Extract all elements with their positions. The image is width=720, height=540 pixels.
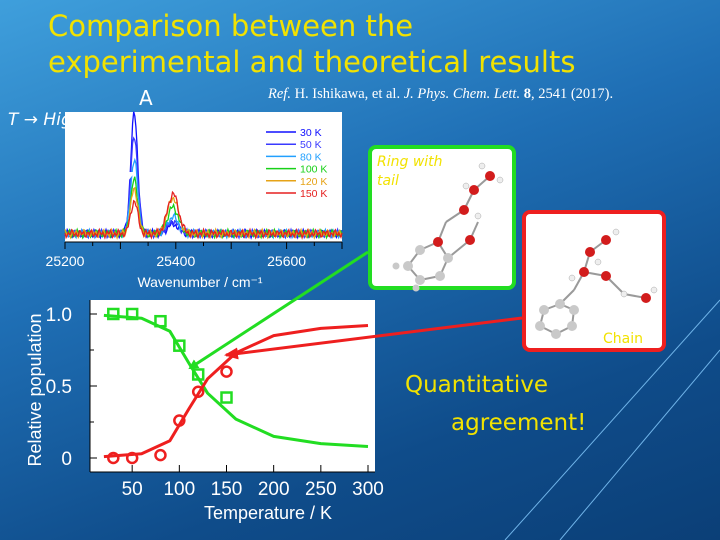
spectrum-x-label: Wavenumber / cm⁻¹ [137, 274, 262, 290]
population-y-label: Relative population [25, 313, 45, 466]
experiment-circle-point [220, 365, 233, 378]
ring-pointer-arrow [188, 250, 369, 370]
experiment-circle-point [107, 451, 120, 465]
ring-molecule-icon [392, 162, 504, 292]
reference-authors: H. Ishikawa, et al. [294, 86, 401, 102]
experiment-square-point [191, 368, 205, 381]
experiment-square-point [125, 307, 139, 321]
population-x-tick-label: 150 [211, 479, 243, 500]
peak-label-a: A [139, 86, 153, 110]
reference-pages: , 2541 (2017). [530, 86, 614, 102]
population-x-tick-label: 300 [352, 479, 384, 500]
ring-box-border [368, 145, 516, 290]
spectrum-tick-label: 25400 [156, 253, 195, 269]
population-plot: 0 0.5 1.0 50 100 150 200 250 300 [46, 300, 384, 500]
decor-line [559, 349, 720, 540]
population-x-tick-label: 250 [305, 479, 337, 500]
ring-label-line-2: tail [377, 173, 399, 189]
arrow-up-icon [193, 140, 213, 154]
spectrum-tick-label: 25600 [267, 253, 306, 269]
legend-label: 100 K [300, 164, 327, 176]
population-y-tick-label: 1.0 [46, 305, 72, 326]
legend-label: 150 K [300, 188, 327, 200]
population-y-tick-label: 0 [61, 449, 72, 470]
title-line-1: Comparison between the [48, 9, 414, 43]
reference-prefix: Ref. [268, 86, 291, 102]
title-line-2: experimental and theoretical results [48, 45, 576, 79]
chain-box-border [522, 210, 666, 352]
population-x-tick-label: 100 [163, 479, 195, 500]
spectrum-series-line [64, 190, 343, 240]
conclusion-text: Quantitative agreement! [405, 366, 610, 442]
chain-molecule-icon [535, 228, 658, 339]
population-x-tick-label: 200 [258, 479, 290, 500]
legend-label: 50 K [300, 139, 322, 151]
theory-curve [103, 324, 369, 459]
ring-label: Ring with tail [377, 153, 443, 191]
experiment-circle-point [125, 451, 139, 465]
population-x-tick-label: 50 [122, 479, 143, 500]
chain-structure-box [522, 210, 666, 352]
reference: Ref. H. Ishikawa, et al. J. Phys. Chem. … [268, 86, 613, 103]
experiment-square-point [107, 307, 120, 321]
legend-label: 120 K [300, 176, 327, 188]
chain-pointer-arrow [224, 316, 523, 360]
temperature-label: T → High [8, 110, 83, 130]
experiment-square-point [173, 339, 186, 352]
slide-title: Comparison between the experimental and … [48, 8, 668, 80]
ring-label-line-1: Ring with [377, 154, 443, 170]
reference-volume: 8 [523, 86, 531, 102]
experiment-circle-point [154, 448, 167, 462]
experiment-circle-point [191, 385, 205, 399]
theory-curve [103, 313, 369, 448]
legend-label: 80 K [300, 151, 322, 163]
experiment-circle-point [173, 414, 186, 427]
arrow-down-icon [115, 172, 135, 185]
experiment-square-point [154, 314, 167, 328]
decor-line [504, 299, 720, 540]
ring-structure-box [368, 145, 516, 292]
legend-label: 30 K [300, 127, 322, 139]
conclusion-line-1: Quantitative [405, 372, 549, 398]
conclusion-line-2: agreement! [451, 410, 587, 436]
spectrum-tick-label: 25200 [46, 253, 85, 269]
population-y-tick-label: 0.5 [46, 377, 72, 398]
population-background [90, 300, 375, 472]
reference-journal: J. Phys. Chem. Lett. [403, 86, 521, 102]
experiment-square-point [220, 391, 233, 404]
population-x-label: Temperature / K [204, 503, 332, 523]
chain-label: Chain [603, 331, 643, 347]
